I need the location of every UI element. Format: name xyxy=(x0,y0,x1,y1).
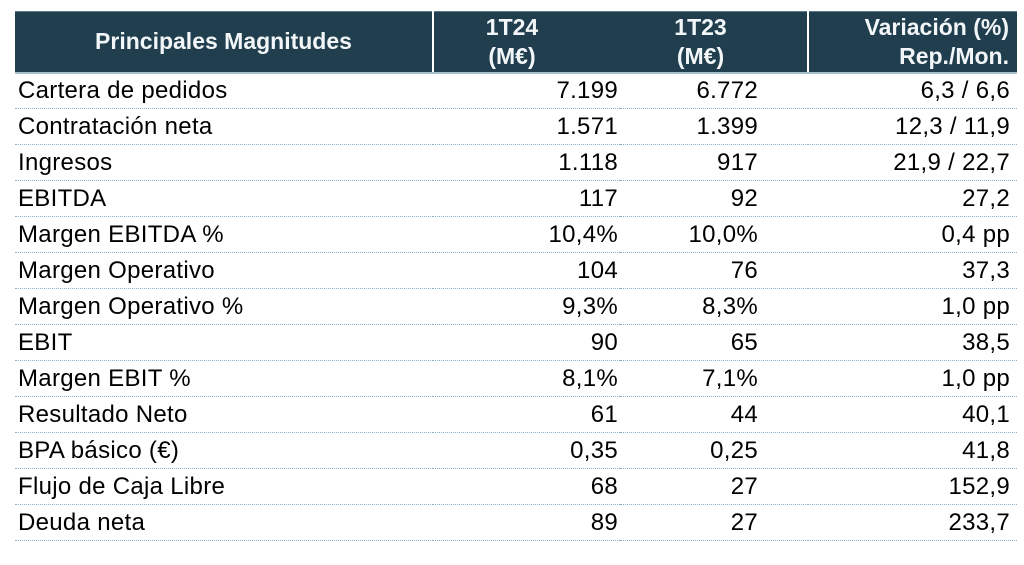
table-row: EBITDA 117 92 27,2 xyxy=(15,180,1017,217)
row-label: EBIT xyxy=(15,324,433,361)
value-variacion: 40,1 xyxy=(808,396,1017,433)
table-row: Deuda neta 89 27 233,7 xyxy=(15,504,1017,541)
value-1t24: 1.118 xyxy=(433,144,620,181)
value-variacion: 1,0 pp xyxy=(808,288,1017,325)
principales-magnitudes-table: Principales Magnitudes 1T24 (M€) 1T23 (M… xyxy=(15,11,1017,541)
value-variacion: 41,8 xyxy=(808,432,1017,469)
value-1t24: 117 xyxy=(433,180,620,217)
row-label: Margen Operativo xyxy=(15,252,433,289)
table-row: Resultado Neto 61 44 40,1 xyxy=(15,396,1017,433)
header-1t23: 1T23 (M€) xyxy=(620,11,808,74)
header-variacion-title: Variación (%) xyxy=(864,14,1009,40)
value-variacion: 12,3 / 11,9 xyxy=(808,108,1017,145)
row-label: Resultado Neto xyxy=(15,396,433,433)
table-row: BPA básico (€) 0,35 0,25 41,8 xyxy=(15,432,1017,469)
row-label: Ingresos xyxy=(15,144,433,181)
value-1t23: 7,1% xyxy=(620,360,808,397)
value-1t24: 90 xyxy=(433,324,620,361)
header-1t24-unit: (M€) xyxy=(488,42,536,69)
header-principales-magnitudes: Principales Magnitudes xyxy=(15,11,433,74)
value-1t23: 27 xyxy=(620,504,808,541)
value-1t24: 89 xyxy=(433,504,620,541)
table-row: Cartera de pedidos 7.199 6.772 6,3 / 6,6 xyxy=(15,72,1017,109)
row-label: Margen Operativo % xyxy=(15,288,433,325)
table-row: Margen EBIT % 8,1% 7,1% 1,0 pp xyxy=(15,360,1017,397)
value-1t23: 1.399 xyxy=(620,108,808,145)
row-label: Deuda neta xyxy=(15,504,433,541)
header-variacion-sub: Rep./Mon. xyxy=(899,42,1009,69)
row-label: Margen EBIT % xyxy=(15,360,433,397)
value-variacion: 21,9 / 22,7 xyxy=(808,144,1017,181)
header-1t24-period: 1T24 xyxy=(485,14,539,40)
header-variacion: Variación (%) Rep./Mon. xyxy=(807,11,1017,74)
value-1t23: 10,0% xyxy=(620,216,808,253)
table-row: Margen Operativo % 9,3% 8,3% 1,0 pp xyxy=(15,288,1017,325)
row-label: EBITDA xyxy=(15,180,433,217)
header-1t23-period: 1T23 xyxy=(674,14,727,40)
value-1t23: 6.772 xyxy=(620,72,808,109)
value-1t23: 65 xyxy=(620,324,808,361)
value-variacion: 38,5 xyxy=(808,324,1017,361)
value-1t23: 92 xyxy=(620,180,808,217)
table-header: Principales Magnitudes 1T24 (M€) 1T23 (M… xyxy=(15,11,1017,74)
row-label: Margen EBITDA % xyxy=(15,216,433,253)
value-1t24: 8,1% xyxy=(433,360,620,397)
table-body: Cartera de pedidos 7.199 6.772 6,3 / 6,6… xyxy=(15,72,1017,541)
row-label: Contratación neta xyxy=(15,108,433,145)
value-1t24: 7.199 xyxy=(433,72,620,109)
value-1t24: 1.571 xyxy=(433,108,620,145)
table-row: Margen EBITDA % 10,4% 10,0% 0,4 pp xyxy=(15,216,1017,253)
value-1t24: 61 xyxy=(433,396,620,433)
value-variacion: 152,9 xyxy=(808,468,1017,505)
header-1t23-unit: (M€) xyxy=(676,42,725,69)
table-row: Flujo de Caja Libre 68 27 152,9 xyxy=(15,468,1017,505)
header-1t24: 1T24 (M€) xyxy=(432,11,620,74)
value-1t24: 68 xyxy=(433,468,620,505)
value-1t24: 10,4% xyxy=(433,216,620,253)
value-variacion: 37,3 xyxy=(808,252,1017,289)
value-1t23: 27 xyxy=(620,468,808,505)
value-1t23: 917 xyxy=(620,144,808,181)
row-label: Cartera de pedidos xyxy=(15,72,433,109)
value-variacion: 27,2 xyxy=(808,180,1017,217)
value-variacion: 233,7 xyxy=(808,504,1017,541)
value-1t23: 76 xyxy=(620,252,808,289)
value-variacion: 1,0 pp xyxy=(808,360,1017,397)
value-1t23: 8,3% xyxy=(620,288,808,325)
value-1t24: 104 xyxy=(433,252,620,289)
table-row: Ingresos 1.118 917 21,9 / 22,7 xyxy=(15,144,1017,181)
value-variacion: 6,3 / 6,6 xyxy=(808,72,1017,109)
value-variacion: 0,4 pp xyxy=(808,216,1017,253)
value-1t24: 9,3% xyxy=(433,288,620,325)
table-header-row: Principales Magnitudes 1T24 (M€) 1T23 (M… xyxy=(15,11,1017,74)
table-row: EBIT 90 65 38,5 xyxy=(15,324,1017,361)
value-1t23: 0,25 xyxy=(620,432,808,469)
value-1t23: 44 xyxy=(620,396,808,433)
row-label: BPA básico (€) xyxy=(15,432,433,469)
table-row: Margen Operativo 104 76 37,3 xyxy=(15,252,1017,289)
value-1t24: 0,35 xyxy=(433,432,620,469)
table-row: Contratación neta 1.571 1.399 12,3 / 11,… xyxy=(15,108,1017,145)
row-label: Flujo de Caja Libre xyxy=(15,468,433,505)
